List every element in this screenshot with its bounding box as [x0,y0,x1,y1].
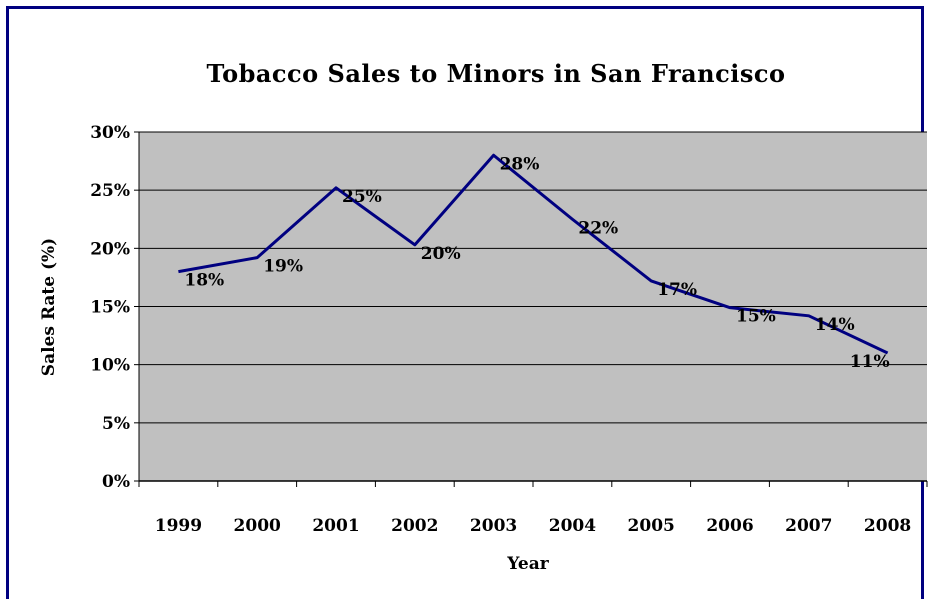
x-tick-label: 2000 [234,516,281,536]
x-tick-label: 2001 [312,516,359,536]
gridlines [139,131,927,424]
data-label: 20% [421,244,461,264]
y-tick-label: 25% [90,181,130,201]
x-tick-label: 2004 [549,516,596,536]
x-axis-title: Year [506,554,549,574]
data-label: 19% [263,257,303,277]
y-tick-label: 15% [90,298,130,318]
data-labels: 18% 19% 25% 20% 28% 22% 17% 15% 14% 11% [184,154,889,372]
data-label: 17% [657,280,697,300]
x-tick-label: 2003 [470,516,517,536]
data-label: 22% [578,218,618,238]
x-tick-label: 1999 [155,516,202,536]
x-tick-label: 2002 [391,516,438,536]
y-tick-label: 20% [90,239,130,259]
series-line [178,153,889,355]
y-tick-label: 0% [102,472,130,492]
y-tick-labels: 0% 5% 10% 15% 20% 25% 30% [90,123,139,492]
data-label: 11% [850,352,890,372]
x-tick-label: 2005 [628,516,675,536]
chart-title: Tobacco Sales to Minors in San Francisco [206,59,785,88]
y-axis-title: Sales Rate (%) [39,238,59,376]
y-tick-label: 5% [102,414,130,434]
y-tick-label: 10% [90,356,130,376]
x-tick-label: 2006 [706,516,753,536]
data-label: 14% [815,315,855,335]
data-label: 28% [500,154,540,174]
x-tick-label: 2008 [864,516,911,536]
x-tick-label: 2007 [785,516,832,536]
data-label: 15% [736,307,776,327]
x-tick-labels: 1999 2000 2001 2002 2003 2004 2005 2006 2007 2008 [138,481,928,536]
data-label: 25% [342,187,382,207]
y-tick-label: 30% [90,123,130,143]
data-label: 18% [184,271,224,291]
